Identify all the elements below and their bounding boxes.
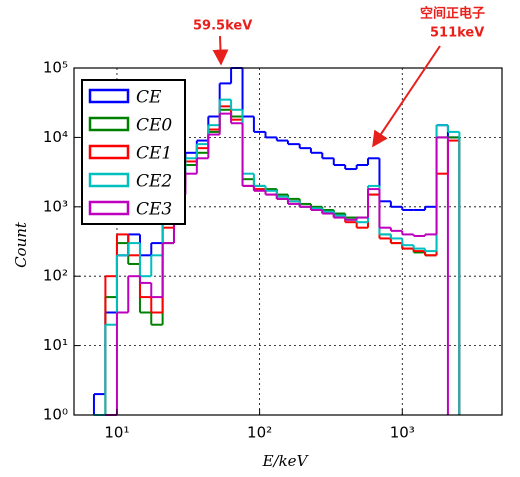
annotation: 511keV [430,26,484,41]
x-tick-label: 10² [247,424,272,442]
legend-swatch [88,200,130,216]
y-axis-label: Count [12,221,30,268]
legend-label: CE0 [136,116,172,136]
annotation: 59.5keV [193,19,252,34]
legend: CE CE0 CE1 CE2 CE3 [81,79,186,225]
legend-swatch [88,116,130,132]
arrow [372,45,441,148]
plot-frame [73,67,503,416]
legend-label: CE3 [136,200,172,220]
legend-swatch [88,172,130,188]
marks [92,67,461,416]
annotation: 空间正电子 [420,6,485,22]
ticks: 10¹ 10² 10³ 10⁰ 10¹ 10² 10³ 10⁴ 10⁵ [43,59,415,442]
legend-box [81,79,186,225]
y-tick-label: 10⁰ [43,406,68,424]
y-tick-label: 10¹ [43,336,68,354]
x-tick-label: 10³ [390,424,415,442]
y-tick-label: 10³ [43,197,68,215]
x-axis-label: E/keV [262,452,310,470]
legend-label: CE1 [136,144,172,164]
y-tick-label: 10⁵ [43,59,68,77]
x-tick-label: 10¹ [104,424,129,442]
legend-swatch [88,144,130,160]
legend-label: CE [136,88,162,108]
arrow [212,35,229,66]
y-tick-label: 10⁴ [43,128,68,146]
legend-swatch [88,88,130,104]
legend-label: CE2 [136,172,172,192]
y-tick-label: 10² [43,267,68,285]
